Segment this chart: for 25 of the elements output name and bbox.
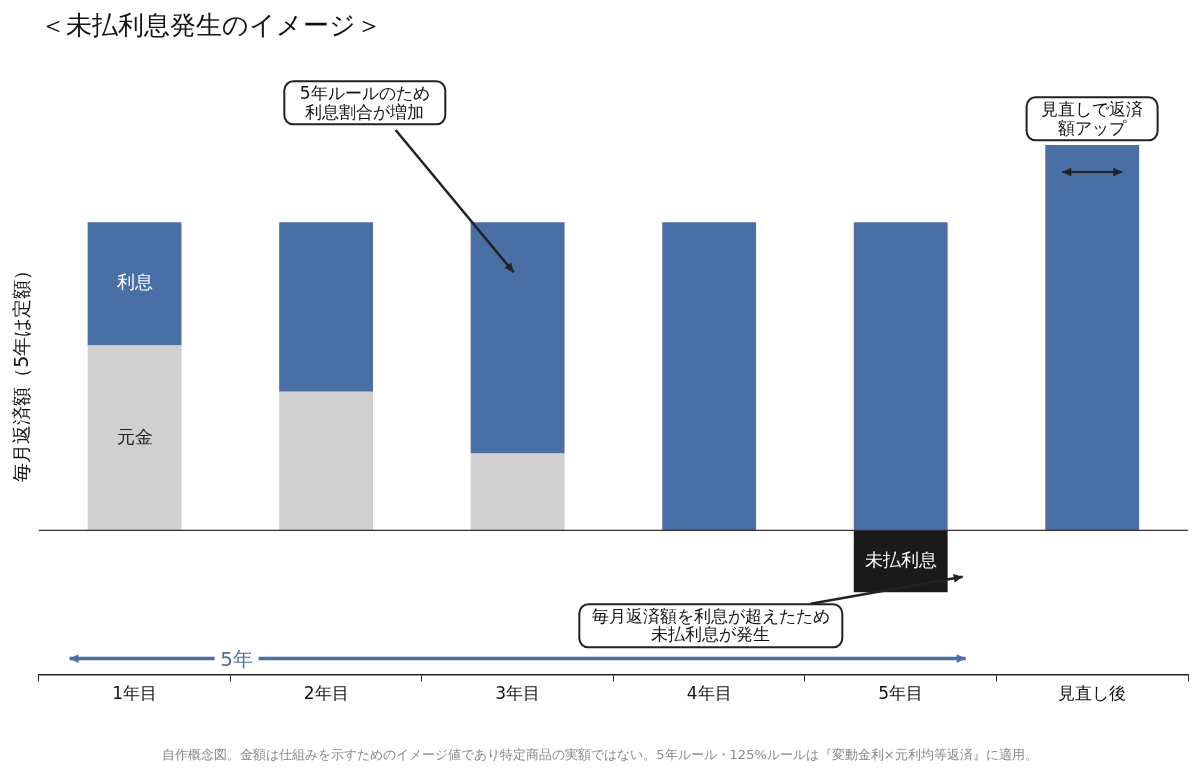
series-label: 利息 <box>116 271 153 293</box>
bar <box>87 222 182 346</box>
text: 見直しで返済額アップ <box>1025 96 1159 142</box>
bar <box>853 222 948 531</box>
bar <box>470 453 565 531</box>
series-label: 未払利息 <box>864 548 937 570</box>
bar <box>470 222 565 454</box>
bar <box>662 222 757 531</box>
bar <box>1045 145 1140 531</box>
x-tick-label: 4年目 <box>686 683 732 704</box>
chart-title: ＜未払利息発生のイメージ＞ <box>40 9 382 42</box>
x-tick-label: 2年目 <box>303 683 349 704</box>
text: 5年 <box>214 645 259 673</box>
bar <box>279 222 374 392</box>
bar <box>87 345 182 531</box>
text: 5年ルールのため利息割合が増加 <box>282 80 447 126</box>
x-tick-label: 1年目 <box>112 683 157 704</box>
text: 自作概念図。金額は仕組みを示すためのイメージ値であり特定商品の実額ではない。5年ルール・125%ルールは『変動金利×元利均等返済』に適用。 <box>161 746 1039 764</box>
y-axis-title: 毎月返済額（5年は定額） <box>10 260 33 482</box>
series-label: 元金 <box>116 425 153 447</box>
x-tick-label: 5年目 <box>878 683 924 704</box>
x-tick-label: 見直し後 <box>1058 683 1127 704</box>
bar <box>279 391 374 531</box>
x-tick-label: 3年目 <box>495 683 541 704</box>
text: 毎月返済額を利息が超えたため未払利息が発生 <box>577 602 844 649</box>
